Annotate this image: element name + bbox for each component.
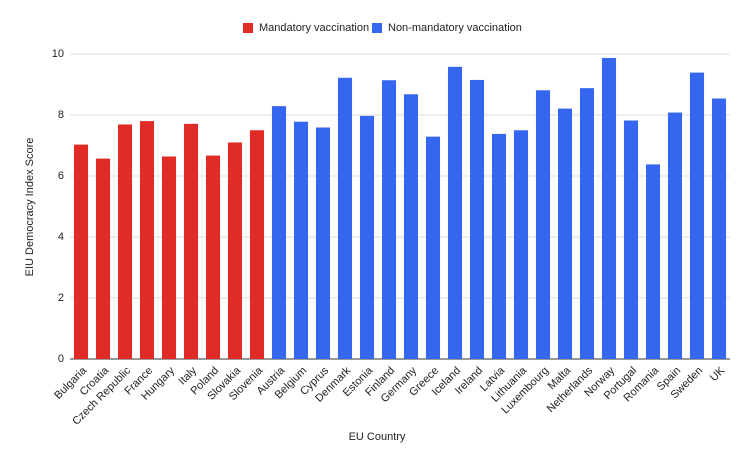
bar [381, 80, 397, 359]
y-tick-label: 2 [58, 292, 64, 304]
bar [183, 123, 199, 359]
bar [711, 98, 727, 359]
bar [117, 124, 133, 359]
legend: Mandatory vaccination Non-mandatory vacc… [243, 22, 522, 34]
bar [425, 136, 441, 359]
bar [557, 108, 573, 359]
bar [359, 115, 375, 359]
bar [271, 106, 287, 359]
y-tick-label: 6 [58, 170, 64, 182]
bar [535, 90, 551, 360]
x-axis-title: EU Country [349, 431, 406, 443]
bar [447, 66, 463, 359]
legend-label: Non-mandatory vaccination [388, 22, 522, 34]
legend-label: Mandatory vaccination [259, 22, 369, 34]
bar [337, 77, 353, 359]
y-axis-title: EIU Democracy Index Score [24, 138, 36, 277]
x-tick-label: UK [708, 364, 728, 384]
bar [205, 155, 221, 359]
bar [645, 164, 661, 359]
y-tick-label: 10 [52, 48, 64, 60]
y-tick-label: 8 [58, 109, 64, 121]
bar [249, 130, 265, 359]
bar [469, 79, 485, 360]
bar [579, 88, 595, 359]
bar [601, 57, 617, 360]
bar [293, 121, 309, 360]
bar [315, 127, 331, 359]
bar [161, 156, 177, 359]
bar [403, 94, 419, 359]
legend-swatch [372, 23, 382, 33]
bar [689, 72, 705, 359]
y-tick-label: 0 [58, 353, 64, 365]
bar [227, 142, 243, 359]
bar [73, 144, 89, 359]
bar [623, 120, 639, 360]
legend-swatch [243, 23, 253, 33]
bar [139, 121, 155, 359]
bar [95, 158, 111, 359]
bar [513, 130, 529, 359]
y-tick-label: 4 [58, 231, 64, 243]
bar [491, 133, 507, 359]
bar [667, 112, 683, 359]
